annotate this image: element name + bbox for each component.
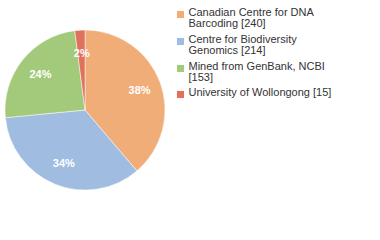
svg-text:University of Wollongong [15]: University of Wollongong [15] [189, 86, 332, 98]
svg-text:34%: 34% [53, 157, 75, 169]
svg-text:24%: 24% [29, 68, 51, 80]
svg-text:Centre for BiodiversityGenomic: Centre for BiodiversityGenomics [214] [189, 33, 298, 56]
svg-text:Mined from GenBank, NCBI[153]: Mined from GenBank, NCBI[153] [189, 60, 325, 83]
svg-text:2%: 2% [74, 47, 90, 59]
svg-text:38%: 38% [129, 84, 151, 96]
svg-text:Canadian Centre for DNABarcodi: Canadian Centre for DNABarcoding [240] [189, 6, 315, 29]
